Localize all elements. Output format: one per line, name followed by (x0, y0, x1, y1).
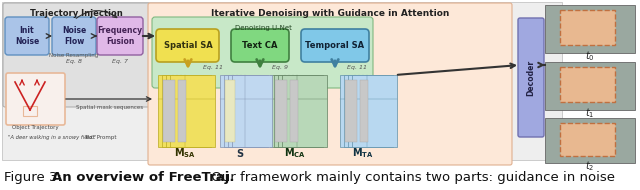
FancyBboxPatch shape (152, 17, 373, 88)
FancyBboxPatch shape (231, 29, 289, 62)
Bar (170, 75, 215, 147)
Bar (278, 75, 323, 147)
Text: $\mathbf{M}_\mathbf{CA}$: $\mathbf{M}_\mathbf{CA}$ (284, 146, 306, 160)
Bar (23, 106, 37, 116)
Text: Our framework mainly contains two parts: guidance in noise: Our framework mainly contains two parts:… (207, 172, 615, 184)
FancyBboxPatch shape (301, 29, 369, 62)
FancyBboxPatch shape (6, 73, 65, 125)
Text: Noise Resampling: Noise Resampling (49, 54, 99, 59)
Bar (166, 75, 211, 147)
Text: Decoder: Decoder (527, 59, 536, 96)
Bar (270, 75, 315, 147)
Text: Text Prompt: Text Prompt (84, 135, 116, 140)
Bar (275, 80, 287, 142)
Bar (344, 75, 389, 147)
Bar (290, 80, 298, 142)
Text: Frequency
Fusion: Frequency Fusion (97, 26, 143, 46)
Bar (545, 62, 635, 110)
Bar (340, 75, 385, 147)
Bar (348, 75, 393, 147)
FancyBboxPatch shape (5, 17, 49, 55)
Text: $\mathbf{M}_\mathbf{SA}$: $\mathbf{M}_\mathbf{SA}$ (174, 146, 196, 160)
Text: Eq. 9: Eq. 9 (272, 66, 288, 70)
Bar (352, 75, 397, 147)
Bar (178, 80, 186, 142)
Text: Trajectory Injection: Trajectory Injection (29, 10, 122, 18)
Text: $\mathbf{M}_\mathbf{TA}$: $\mathbf{M}_\mathbf{TA}$ (352, 146, 374, 160)
Text: Spatial mask sequences: Spatial mask sequences (76, 105, 143, 109)
Bar (220, 75, 260, 147)
Text: $t_2$: $t_2$ (586, 159, 595, 173)
Text: Denoising U-Net: Denoising U-Net (235, 25, 291, 31)
Bar (345, 80, 357, 142)
Bar (274, 75, 319, 147)
Text: Iterative Denoising with Guidance in Attention: Iterative Denoising with Guidance in Att… (211, 10, 449, 18)
Bar (545, 118, 635, 163)
Bar (282, 75, 327, 147)
FancyBboxPatch shape (148, 3, 512, 165)
Bar (158, 75, 203, 147)
Bar (545, 5, 635, 53)
Text: Temporal SA: Temporal SA (305, 41, 365, 50)
Text: Figure 3:: Figure 3: (4, 172, 66, 184)
Bar (162, 75, 207, 147)
Bar (560, 123, 615, 156)
FancyBboxPatch shape (3, 3, 150, 107)
Bar (560, 67, 615, 102)
Text: Text CA: Text CA (243, 41, 278, 50)
FancyBboxPatch shape (52, 17, 96, 55)
Text: $t_1$: $t_1$ (586, 106, 595, 120)
Text: Spatial SA: Spatial SA (164, 41, 212, 50)
Text: Noise
Flow: Noise Flow (62, 26, 86, 46)
Bar (225, 80, 235, 142)
Bar (2, 2, 562, 160)
Text: An overview of FreeTraj.: An overview of FreeTraj. (52, 172, 234, 184)
Text: Init
Noise: Init Noise (15, 26, 39, 46)
Text: Eq. 11: Eq. 11 (203, 66, 223, 70)
Text: Eq. 7: Eq. 7 (112, 59, 128, 64)
FancyBboxPatch shape (156, 29, 219, 62)
Text: $\mathbf{S}$: $\mathbf{S}$ (236, 147, 244, 159)
Bar (560, 10, 615, 45)
Text: Object Trajectory: Object Trajectory (12, 124, 58, 130)
FancyBboxPatch shape (518, 18, 544, 137)
Text: Eq. 8: Eq. 8 (66, 59, 82, 64)
Bar (232, 75, 272, 147)
Bar (228, 75, 268, 147)
Bar (360, 80, 368, 142)
Text: Eq. 11: Eq. 11 (347, 66, 367, 70)
Text: "A deer walking in a snowy field.": "A deer walking in a snowy field." (8, 135, 97, 140)
Text: $t_0$: $t_0$ (585, 49, 595, 63)
Bar (163, 80, 175, 142)
Bar (224, 75, 264, 147)
FancyBboxPatch shape (97, 17, 143, 55)
